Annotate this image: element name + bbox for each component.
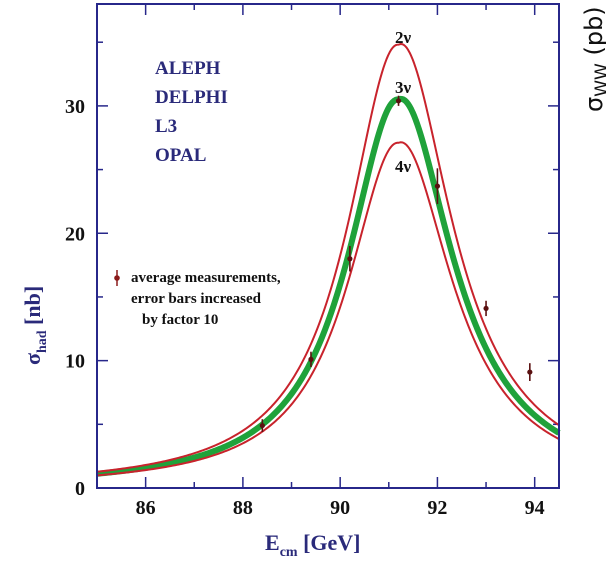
y-tick-label: 0: [75, 478, 85, 500]
series-line: [96, 141, 560, 477]
legend: average measurements, error bars increas…: [114, 270, 281, 328]
data-point: [527, 369, 533, 375]
data-point: [434, 183, 441, 189]
measurement-points: [259, 95, 533, 432]
experiment-label-opal: OPAL: [155, 145, 206, 166]
x-tick-label: 94: [525, 497, 545, 519]
series-line: [96, 43, 560, 473]
data-point: [395, 98, 402, 104]
y-tick-label: 20: [65, 223, 85, 245]
curve-label-3nu: 3ν: [395, 78, 412, 97]
data-point: [259, 422, 265, 429]
y-tick-label: 10: [65, 351, 85, 373]
data-point: [483, 305, 489, 312]
curve-label-4nu: 4ν: [395, 157, 412, 176]
data-point: [347, 256, 353, 262]
legend-line-1: average measurements,: [131, 270, 281, 286]
x-axis-title: Ecm [GeV]: [265, 530, 361, 560]
x-tick-label: 92: [427, 497, 447, 519]
y-tick-label: 30: [65, 96, 85, 118]
legend-marker: [114, 275, 120, 281]
y-axis-title: σhad [nb]: [20, 286, 50, 365]
data-point: [308, 356, 314, 362]
x-tick-label: 86: [136, 497, 156, 519]
x-tick-label: 88: [233, 497, 253, 519]
series-line: [95, 95, 561, 477]
plot-frame: [96, 3, 560, 489]
experiment-label-aleph: ALEPH: [155, 58, 221, 79]
experiment-label-l3: L3: [155, 116, 177, 137]
y-tick-labels: 0 10 20 30: [65, 96, 85, 500]
experiment-label-delphi: DELPHI: [155, 87, 228, 108]
right-axis-title: σWW (pb): [580, 6, 606, 112]
x-tick-label: 90: [330, 497, 350, 519]
curve-label-2nu: 2ν: [395, 28, 412, 47]
curves: [95, 43, 561, 477]
x-tick-labels: 86 88 90 92 94: [136, 497, 545, 519]
legend-line-2: error bars increased: [131, 291, 262, 307]
legend-line-3: by factor 10: [142, 312, 218, 328]
